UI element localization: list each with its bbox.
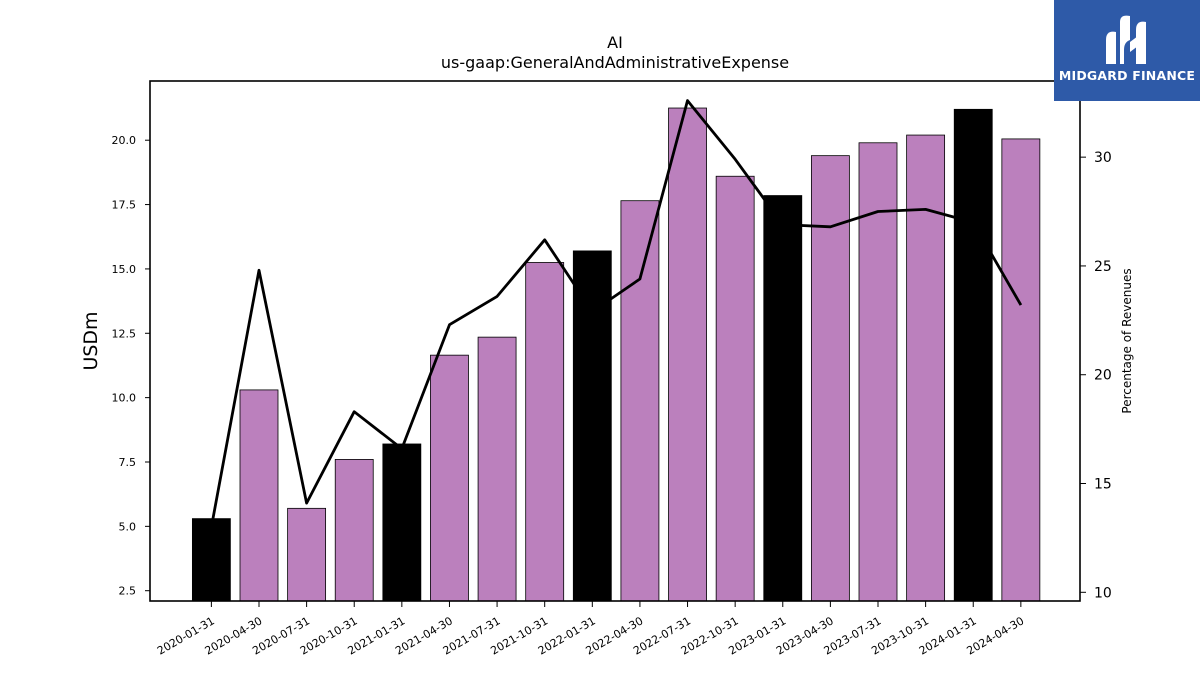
y-tick-label: 15.0	[112, 263, 137, 276]
y2-tick-label: 10	[1094, 585, 1112, 601]
y2-tick-label: 30	[1094, 150, 1112, 166]
x-axis: 2020-01-312020-04-302020-07-312020-10-31…	[155, 601, 1026, 658]
bar-2020-07-31	[287, 507, 327, 602]
ratio-line	[210, 99, 1023, 528]
logo-text: MIDGARD FINANCE	[1058, 68, 1196, 83]
bar-2021-04-30	[430, 354, 469, 602]
y-tick-label: 10.0	[112, 392, 137, 405]
bar-2024-04-30	[1001, 138, 1041, 602]
y-tick-label: 5.0	[119, 520, 137, 533]
y-tick-label: 12.5	[112, 327, 137, 340]
plot-frame	[149, 80, 1081, 602]
chart-subtitle: us-gaap:GeneralAndAdministrativeExpense	[441, 53, 789, 72]
bar-2020-01-31	[191, 518, 231, 602]
y-tick-label: 20.0	[112, 134, 137, 147]
y-axis-label: USDm	[80, 311, 102, 370]
y2-tick-label: 15	[1094, 477, 1112, 493]
bar-2022-04-30	[620, 200, 660, 602]
bar-2021-07-31	[477, 336, 517, 602]
left-axis: 2.5 5.0 7.5 10.0 12.5 15.0 17.5 20.0	[112, 134, 150, 598]
bar-2022-10-31	[715, 175, 755, 602]
chart-title: AI	[607, 33, 623, 52]
y2-axis-label: Percentage of Revenues	[1120, 268, 1134, 413]
y2-tick-label: 25	[1094, 259, 1112, 275]
bar-2023-10-31	[906, 134, 946, 602]
y2-tick-label: 20	[1094, 368, 1112, 384]
logo-mark-icon	[1106, 15, 1146, 65]
bar-2022-07-31	[668, 107, 707, 602]
bar-2024-01-31	[953, 108, 993, 602]
y-tick-label: 17.5	[112, 199, 137, 212]
bar-2020-04-30	[239, 389, 279, 602]
bar-2023-07-31	[858, 142, 898, 602]
y-tick-label: 2.5	[119, 585, 137, 598]
bar-2023-04-30	[810, 155, 850, 602]
brand-logo: MIDGARD FINANCE	[1054, 0, 1200, 101]
bar-2021-10-31	[525, 262, 565, 602]
bar-2020-10-31	[334, 459, 374, 602]
ratio-line-group	[210, 99, 1023, 528]
bar-2021-01-31	[382, 443, 422, 602]
right-axis: 10 15 20 25 30	[1080, 150, 1112, 601]
bar-2023-01-31	[763, 195, 803, 602]
y-tick-label: 7.5	[119, 456, 137, 469]
bar-group	[191, 107, 1041, 602]
